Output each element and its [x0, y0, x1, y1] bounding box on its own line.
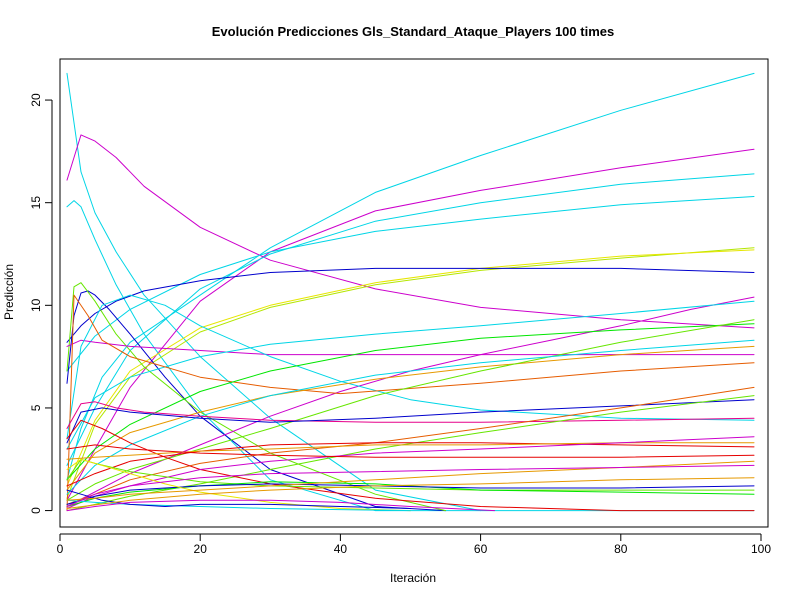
x-axis-label: Iteración — [390, 571, 436, 585]
chart-title: Evolución Predicciones Gls_Standard_Ataq… — [212, 24, 614, 39]
series-line-36 — [66, 499, 496, 512]
x-tick-label: 40 — [334, 542, 348, 556]
series-layer — [66, 72, 755, 512]
series-line-19 — [66, 323, 755, 481]
series-line-11 — [66, 290, 446, 512]
series-line-3 — [66, 134, 755, 329]
series-line-33 — [66, 458, 411, 512]
series-line-4 — [66, 148, 755, 501]
series-line-15 — [66, 300, 755, 450]
series-line-31 — [66, 481, 755, 507]
plot-area — [59, 58, 769, 528]
series-line-25 — [66, 386, 755, 505]
series-line-20 — [66, 319, 755, 501]
plot-frame — [59, 58, 769, 528]
series-line-7 — [66, 196, 755, 372]
series-line-26 — [66, 442, 755, 487]
y-tick-label: 15 — [29, 196, 43, 210]
series-line-39 — [66, 464, 755, 507]
series-line-40 — [66, 477, 755, 509]
series-line-24 — [66, 395, 755, 512]
series-line-6 — [66, 173, 755, 466]
series-line-35 — [66, 489, 411, 509]
series-line-38 — [66, 444, 755, 458]
series-line-37 — [66, 460, 755, 501]
y-tick-label: 0 — [29, 507, 43, 514]
series-line-16 — [66, 294, 755, 440]
series-line-17 — [66, 294, 755, 512]
y-tick-label: 5 — [29, 404, 43, 411]
x-tick-label: 80 — [614, 542, 628, 556]
series-line-12 — [66, 282, 446, 512]
series-line-23 — [66, 399, 755, 444]
y-axis: 0 5 10 15 20 — [29, 93, 53, 514]
x-axis: 0 20 40 60 80 100 — [57, 533, 771, 556]
series-line-32 — [66, 483, 755, 505]
series-line-29 — [66, 436, 755, 509]
x-tick-label: 100 — [751, 542, 771, 556]
series-line-21 — [66, 339, 755, 495]
series-line-9 — [66, 249, 755, 487]
x-tick-label: 20 — [194, 542, 208, 556]
series-line-34 — [66, 499, 411, 512]
y-tick-label: 10 — [29, 298, 43, 312]
y-axis-label: Predicción — [2, 264, 16, 320]
y-tick-label: 20 — [29, 93, 43, 107]
x-tick-label: 0 — [57, 542, 64, 556]
series-line-8 — [66, 247, 755, 499]
series-line-14 — [66, 339, 755, 356]
x-tick-label: 60 — [474, 542, 488, 556]
series-line-10 — [66, 267, 755, 343]
series-line-28 — [66, 442, 755, 460]
